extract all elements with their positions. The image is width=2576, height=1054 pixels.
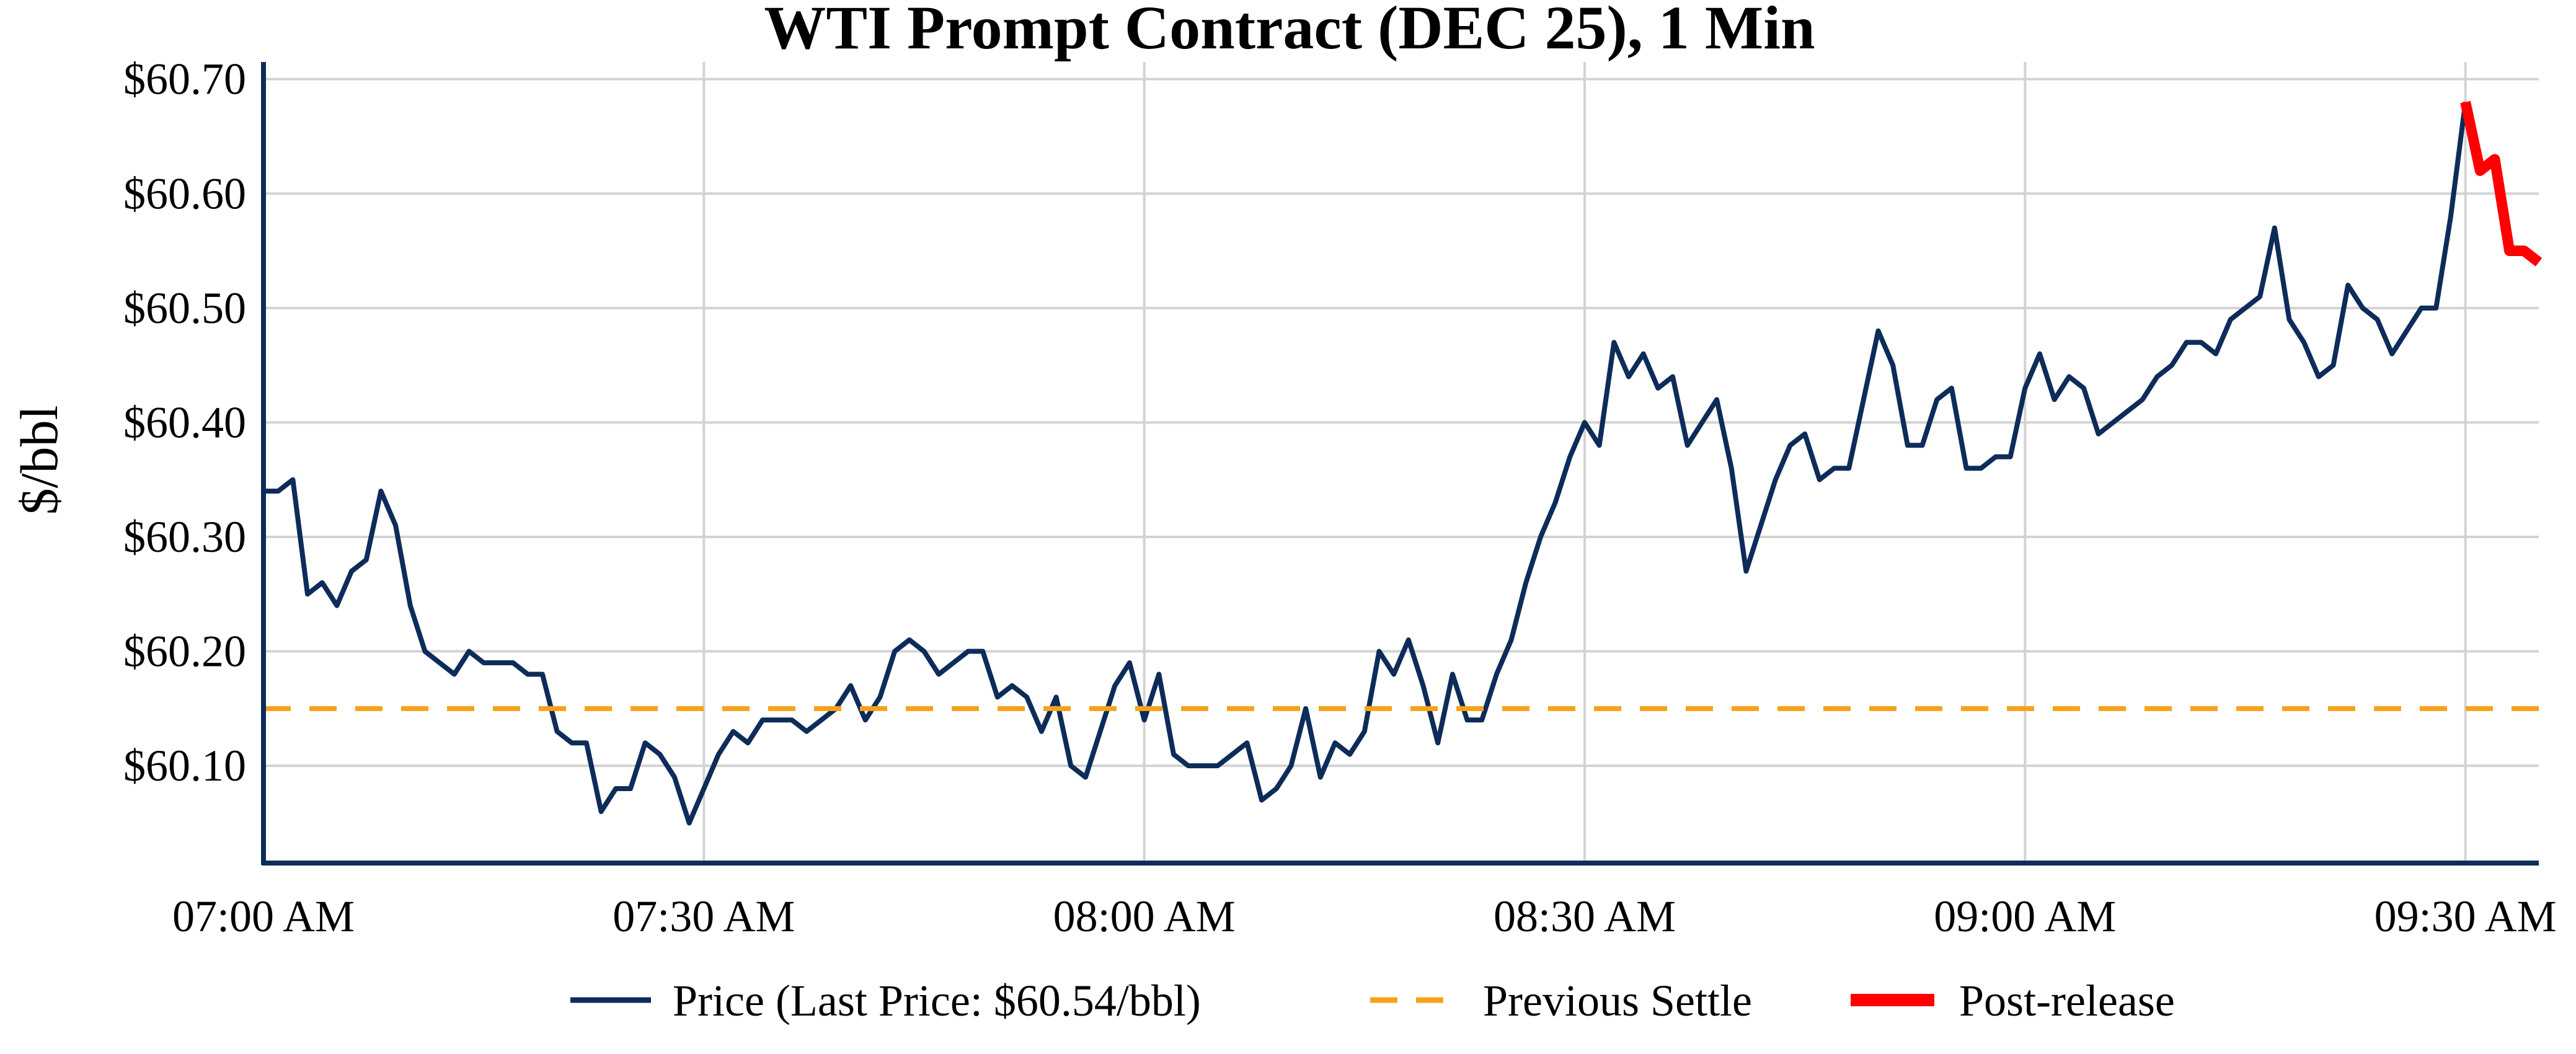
price-line	[263, 102, 2468, 826]
legend: Price (Last Price: $60.54/bbl) Previous …	[570, 976, 2175, 1025]
x-tick-label: 09:30 AM	[2375, 892, 2557, 941]
y-tick-label: $60.70	[123, 55, 246, 104]
y-tick-label: $60.40	[123, 397, 246, 447]
x-tick-label: 08:30 AM	[1494, 892, 1676, 941]
chart-title: WTI Prompt Contract (DEC 25), 1 Min	[764, 0, 1815, 62]
legend-label-price: Price (Last Price: $60.54/bbl)	[673, 976, 1201, 1025]
y-tick-label: $60.10	[123, 741, 246, 790]
legend-label-previous-settle: Previous Settle	[1483, 976, 1752, 1025]
y-tick-label: $60.60	[123, 169, 246, 218]
plot-area	[263, 100, 2543, 826]
legend-label-post-release: Post-release	[1959, 976, 2175, 1025]
y-tick-label: $60.30	[123, 512, 246, 562]
x-tick-label: 07:30 AM	[613, 892, 795, 941]
axes	[261, 62, 2539, 866]
x-tick-label: 09:00 AM	[1934, 892, 2116, 941]
grid-lines	[263, 62, 2539, 863]
y-axis-title: $/bbl	[9, 405, 69, 515]
tick-labels: $60.10 $60.20 $60.30 $60.40 $60.50 $60.60 $60.…	[123, 55, 2557, 941]
y-tick-label: $60.20	[123, 627, 246, 676]
x-tick-label: 07:00 AM	[172, 892, 355, 941]
x-tick-label: 08:00 AM	[1053, 892, 1236, 941]
y-tick-label: $60.50	[123, 283, 246, 333]
post-release-line	[2460, 100, 2543, 267]
